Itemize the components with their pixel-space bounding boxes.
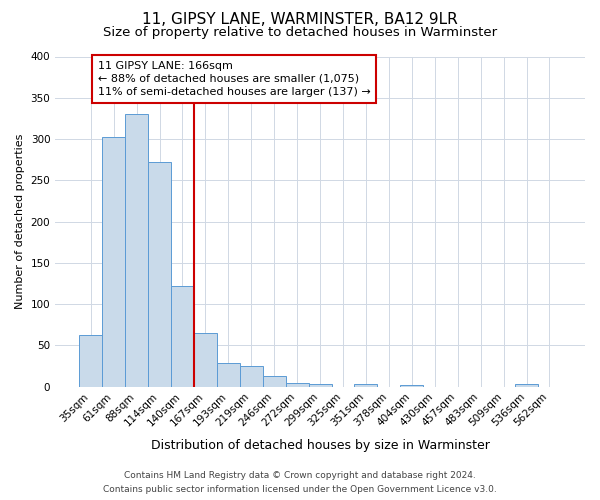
Bar xyxy=(102,138,125,386)
Bar xyxy=(263,376,286,386)
Text: 11 GIPSY LANE: 166sqm
← 88% of detached houses are smaller (1,075)
11% of semi-d: 11 GIPSY LANE: 166sqm ← 88% of detached … xyxy=(98,60,370,97)
Bar xyxy=(240,366,263,386)
Bar xyxy=(355,384,377,386)
Bar xyxy=(400,385,423,386)
X-axis label: Distribution of detached houses by size in Warminster: Distribution of detached houses by size … xyxy=(151,440,490,452)
Y-axis label: Number of detached properties: Number of detached properties xyxy=(15,134,25,310)
Bar xyxy=(217,362,240,386)
Text: Contains HM Land Registry data © Crown copyright and database right 2024.
Contai: Contains HM Land Registry data © Crown c… xyxy=(103,472,497,494)
Text: 11, GIPSY LANE, WARMINSTER, BA12 9LR: 11, GIPSY LANE, WARMINSTER, BA12 9LR xyxy=(142,12,458,28)
Bar xyxy=(194,333,217,386)
Bar xyxy=(148,162,171,386)
Bar xyxy=(515,384,538,386)
Bar xyxy=(308,384,332,386)
Text: Size of property relative to detached houses in Warminster: Size of property relative to detached ho… xyxy=(103,26,497,39)
Bar xyxy=(286,382,308,386)
Bar xyxy=(125,114,148,386)
Bar xyxy=(171,286,194,386)
Bar xyxy=(79,336,102,386)
